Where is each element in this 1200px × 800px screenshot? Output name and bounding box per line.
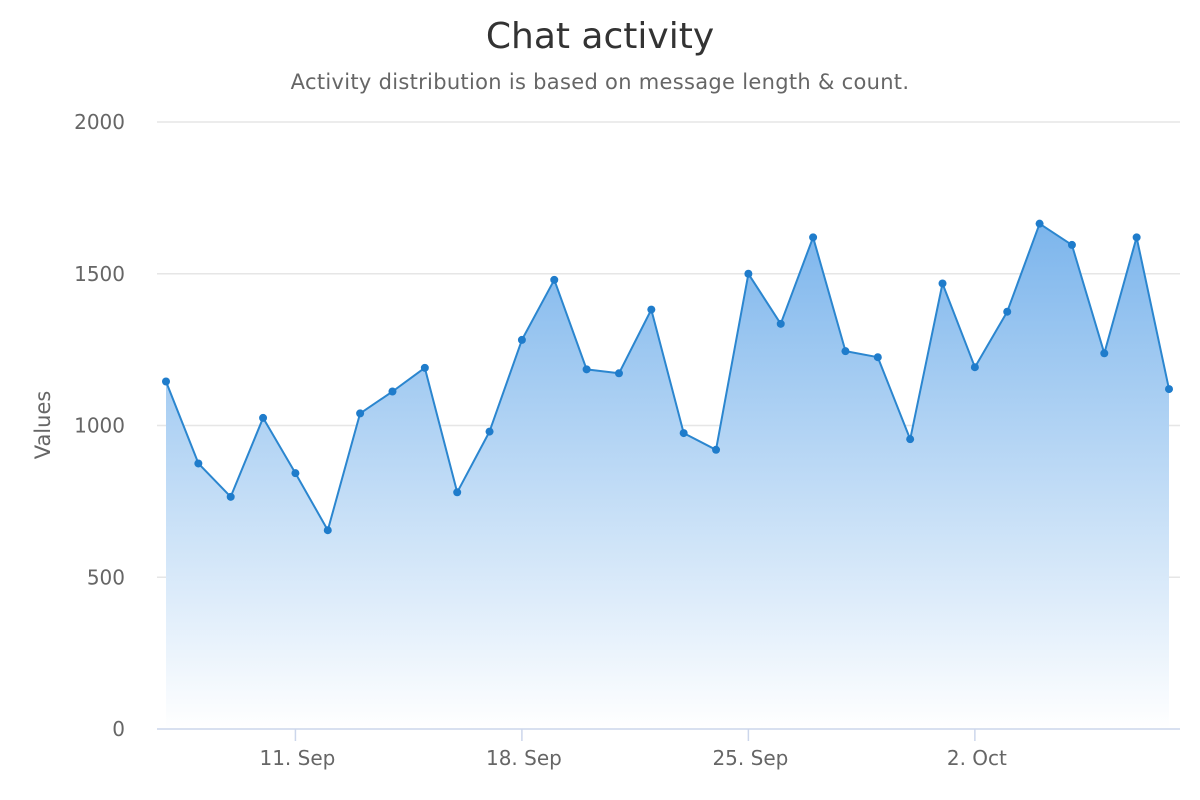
chart-subtitle: Activity distribution is based on messag… [291, 70, 910, 94]
y-tick-labels: 0 500 1000 1500 2000 [74, 110, 125, 741]
data-point[interactable] [970, 363, 979, 372]
data-point[interactable] [517, 335, 526, 344]
data-point[interactable] [841, 347, 850, 356]
data-point[interactable] [614, 369, 623, 378]
series-area-line [165, 222, 1170, 729]
data-point[interactable] [938, 279, 947, 288]
data-point[interactable] [226, 492, 235, 501]
series-area-fill [166, 223, 1169, 729]
data-point[interactable] [1132, 233, 1141, 242]
chart-title: Chat activity [486, 16, 714, 57]
data-point[interactable] [776, 319, 785, 328]
data-point[interactable] [550, 275, 559, 284]
data-point[interactable] [1067, 240, 1076, 249]
data-point[interactable] [259, 413, 268, 422]
data-point[interactable] [162, 377, 170, 386]
data-point[interactable] [582, 365, 591, 374]
data-point[interactable] [712, 445, 721, 454]
data-point[interactable] [356, 409, 365, 418]
data-point[interactable] [744, 269, 753, 278]
y-tick-label: 1500 [74, 262, 125, 286]
data-point[interactable] [1035, 219, 1044, 228]
x-tick-labels: 11. Sep 18. Sep 25. Sep 2. Oct [259, 729, 1007, 770]
x-tick-label: 11. Sep [259, 746, 335, 770]
data-point[interactable] [906, 435, 915, 444]
y-tick-label: 2000 [74, 110, 125, 134]
data-point[interactable] [1165, 385, 1173, 394]
x-tick-label: 18. Sep [486, 746, 562, 770]
data-points [162, 219, 1173, 535]
y-tick-label: 0 [112, 717, 125, 741]
y-tick-label: 500 [87, 565, 125, 589]
data-point[interactable] [323, 526, 332, 535]
x-tick-label: 25. Sep [712, 746, 788, 770]
data-point[interactable] [679, 429, 688, 438]
data-point[interactable] [873, 353, 882, 362]
data-point[interactable] [420, 363, 429, 372]
data-point[interactable] [194, 459, 203, 468]
data-point[interactable] [1100, 349, 1109, 358]
data-point[interactable] [809, 233, 818, 242]
data-point[interactable] [1003, 307, 1012, 316]
data-point[interactable] [485, 427, 494, 436]
data-point[interactable] [453, 488, 462, 497]
y-tick-label: 1000 [74, 414, 125, 438]
data-point[interactable] [388, 387, 397, 396]
data-point[interactable] [291, 469, 300, 478]
data-point[interactable] [647, 305, 656, 314]
x-tick-label: 2. Oct [947, 746, 1007, 770]
y-axis-title: Values [31, 391, 55, 460]
series-line [165, 222, 1170, 532]
